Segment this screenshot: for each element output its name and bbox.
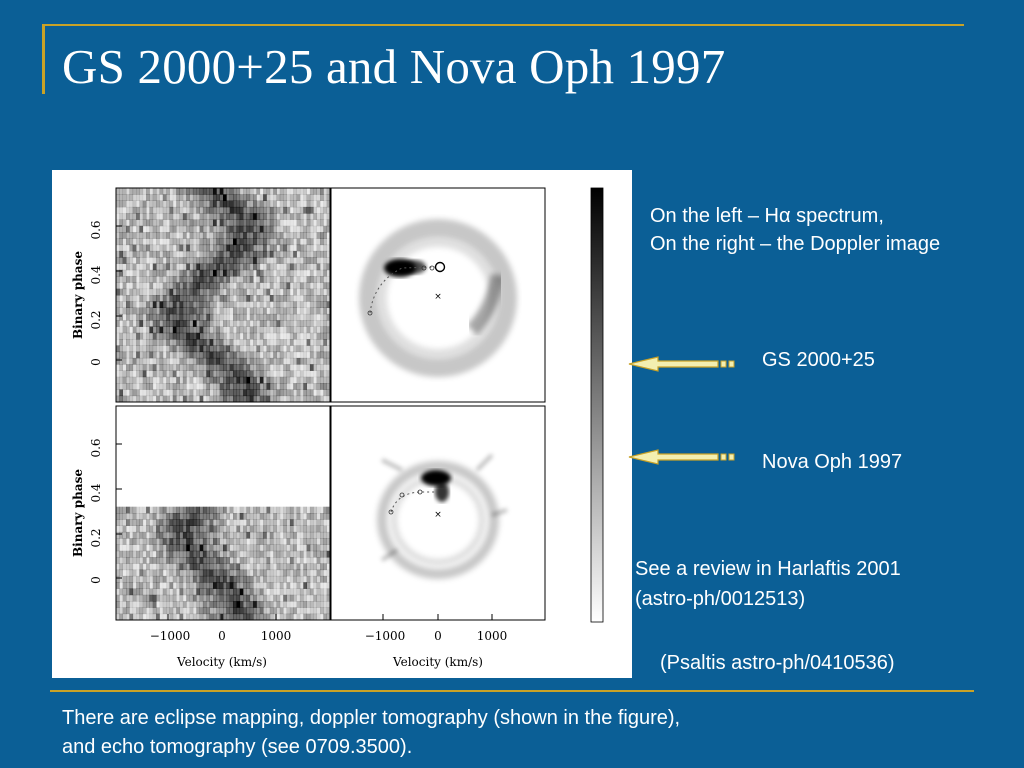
y-tick: 0	[89, 358, 103, 366]
x-axis-label: Velocity (km/s)	[392, 655, 483, 669]
y-tick: 0.6	[89, 220, 103, 239]
footer-line-1: There are eclipse mapping, doppler tomog…	[62, 707, 681, 729]
footer-line-2: and echo tomography (see 0709.3500).	[62, 736, 413, 758]
y-axis-labels: Binary phase Binary phase	[71, 251, 85, 557]
left-arrow-icon	[628, 449, 735, 465]
x-tick: 0	[434, 629, 442, 643]
footer-rule	[50, 690, 974, 692]
tick-marks	[116, 225, 493, 620]
label-gs2000: GS 2000+25	[762, 349, 875, 371]
title-rule-top	[42, 24, 964, 26]
doppler-map-gs2000: ×	[359, 219, 517, 377]
svg-text:×: ×	[434, 510, 442, 520]
review-line-1: See a review in Harlaftis 2001	[635, 558, 901, 580]
label-nova-oph: Nova Oph 1997	[762, 451, 903, 473]
trailed-spectrum-nova-oph	[116, 506, 330, 620]
trailed-spectrum-gs2000	[116, 188, 330, 402]
y-tick: 0.2	[89, 528, 103, 547]
y-tick: 0.4	[89, 483, 103, 502]
y-axis-ticks: 0.6 0.4 0.2 0 0.6 0.4 0.2 0	[89, 220, 103, 583]
y-tick: 0.6	[89, 438, 103, 457]
y-axis-label: Binary phase	[71, 469, 85, 557]
y-tick: 0.4	[89, 265, 103, 284]
grayscale-colorbar	[590, 187, 604, 623]
footer-text: There are eclipse mapping, doppler tomog…	[62, 704, 680, 762]
x-tick: −1000	[365, 629, 406, 643]
left-arrow-icon	[628, 356, 735, 372]
x-tick: 1000	[261, 629, 292, 643]
x-axis-label: Velocity (km/s)	[176, 655, 267, 669]
description-line-1: On the left – Hα spectrum,	[650, 205, 884, 227]
figure-background	[52, 170, 632, 678]
doppler-tomography-figure: × × 0.6	[52, 170, 632, 678]
y-tick: 0	[89, 576, 103, 584]
x-axis-labels: Velocity (km/s) Velocity (km/s)	[176, 655, 483, 669]
x-tick: −1000	[150, 629, 191, 643]
psaltis-reference: (Psaltis astro-ph/0410536)	[660, 652, 895, 674]
title-rule-left	[42, 26, 45, 94]
y-axis-label: Binary phase	[71, 251, 85, 339]
svg-text:×: ×	[434, 292, 442, 302]
doppler-map-nova-oph: ×	[377, 453, 508, 579]
x-tick: 0	[218, 629, 226, 643]
figure-svg: × × 0.6	[52, 170, 632, 678]
review-line-2: (astro-ph/0012513)	[635, 588, 806, 610]
x-tick: 1000	[477, 629, 508, 643]
x-axis-ticks: −1000 0 1000 −1000 0 1000	[150, 629, 508, 643]
description-line-2: On the right – the Doppler image	[650, 233, 941, 255]
slide-title: GS 2000+25 and Nova Oph 1997	[62, 39, 726, 94]
y-tick: 0.2	[89, 310, 103, 329]
